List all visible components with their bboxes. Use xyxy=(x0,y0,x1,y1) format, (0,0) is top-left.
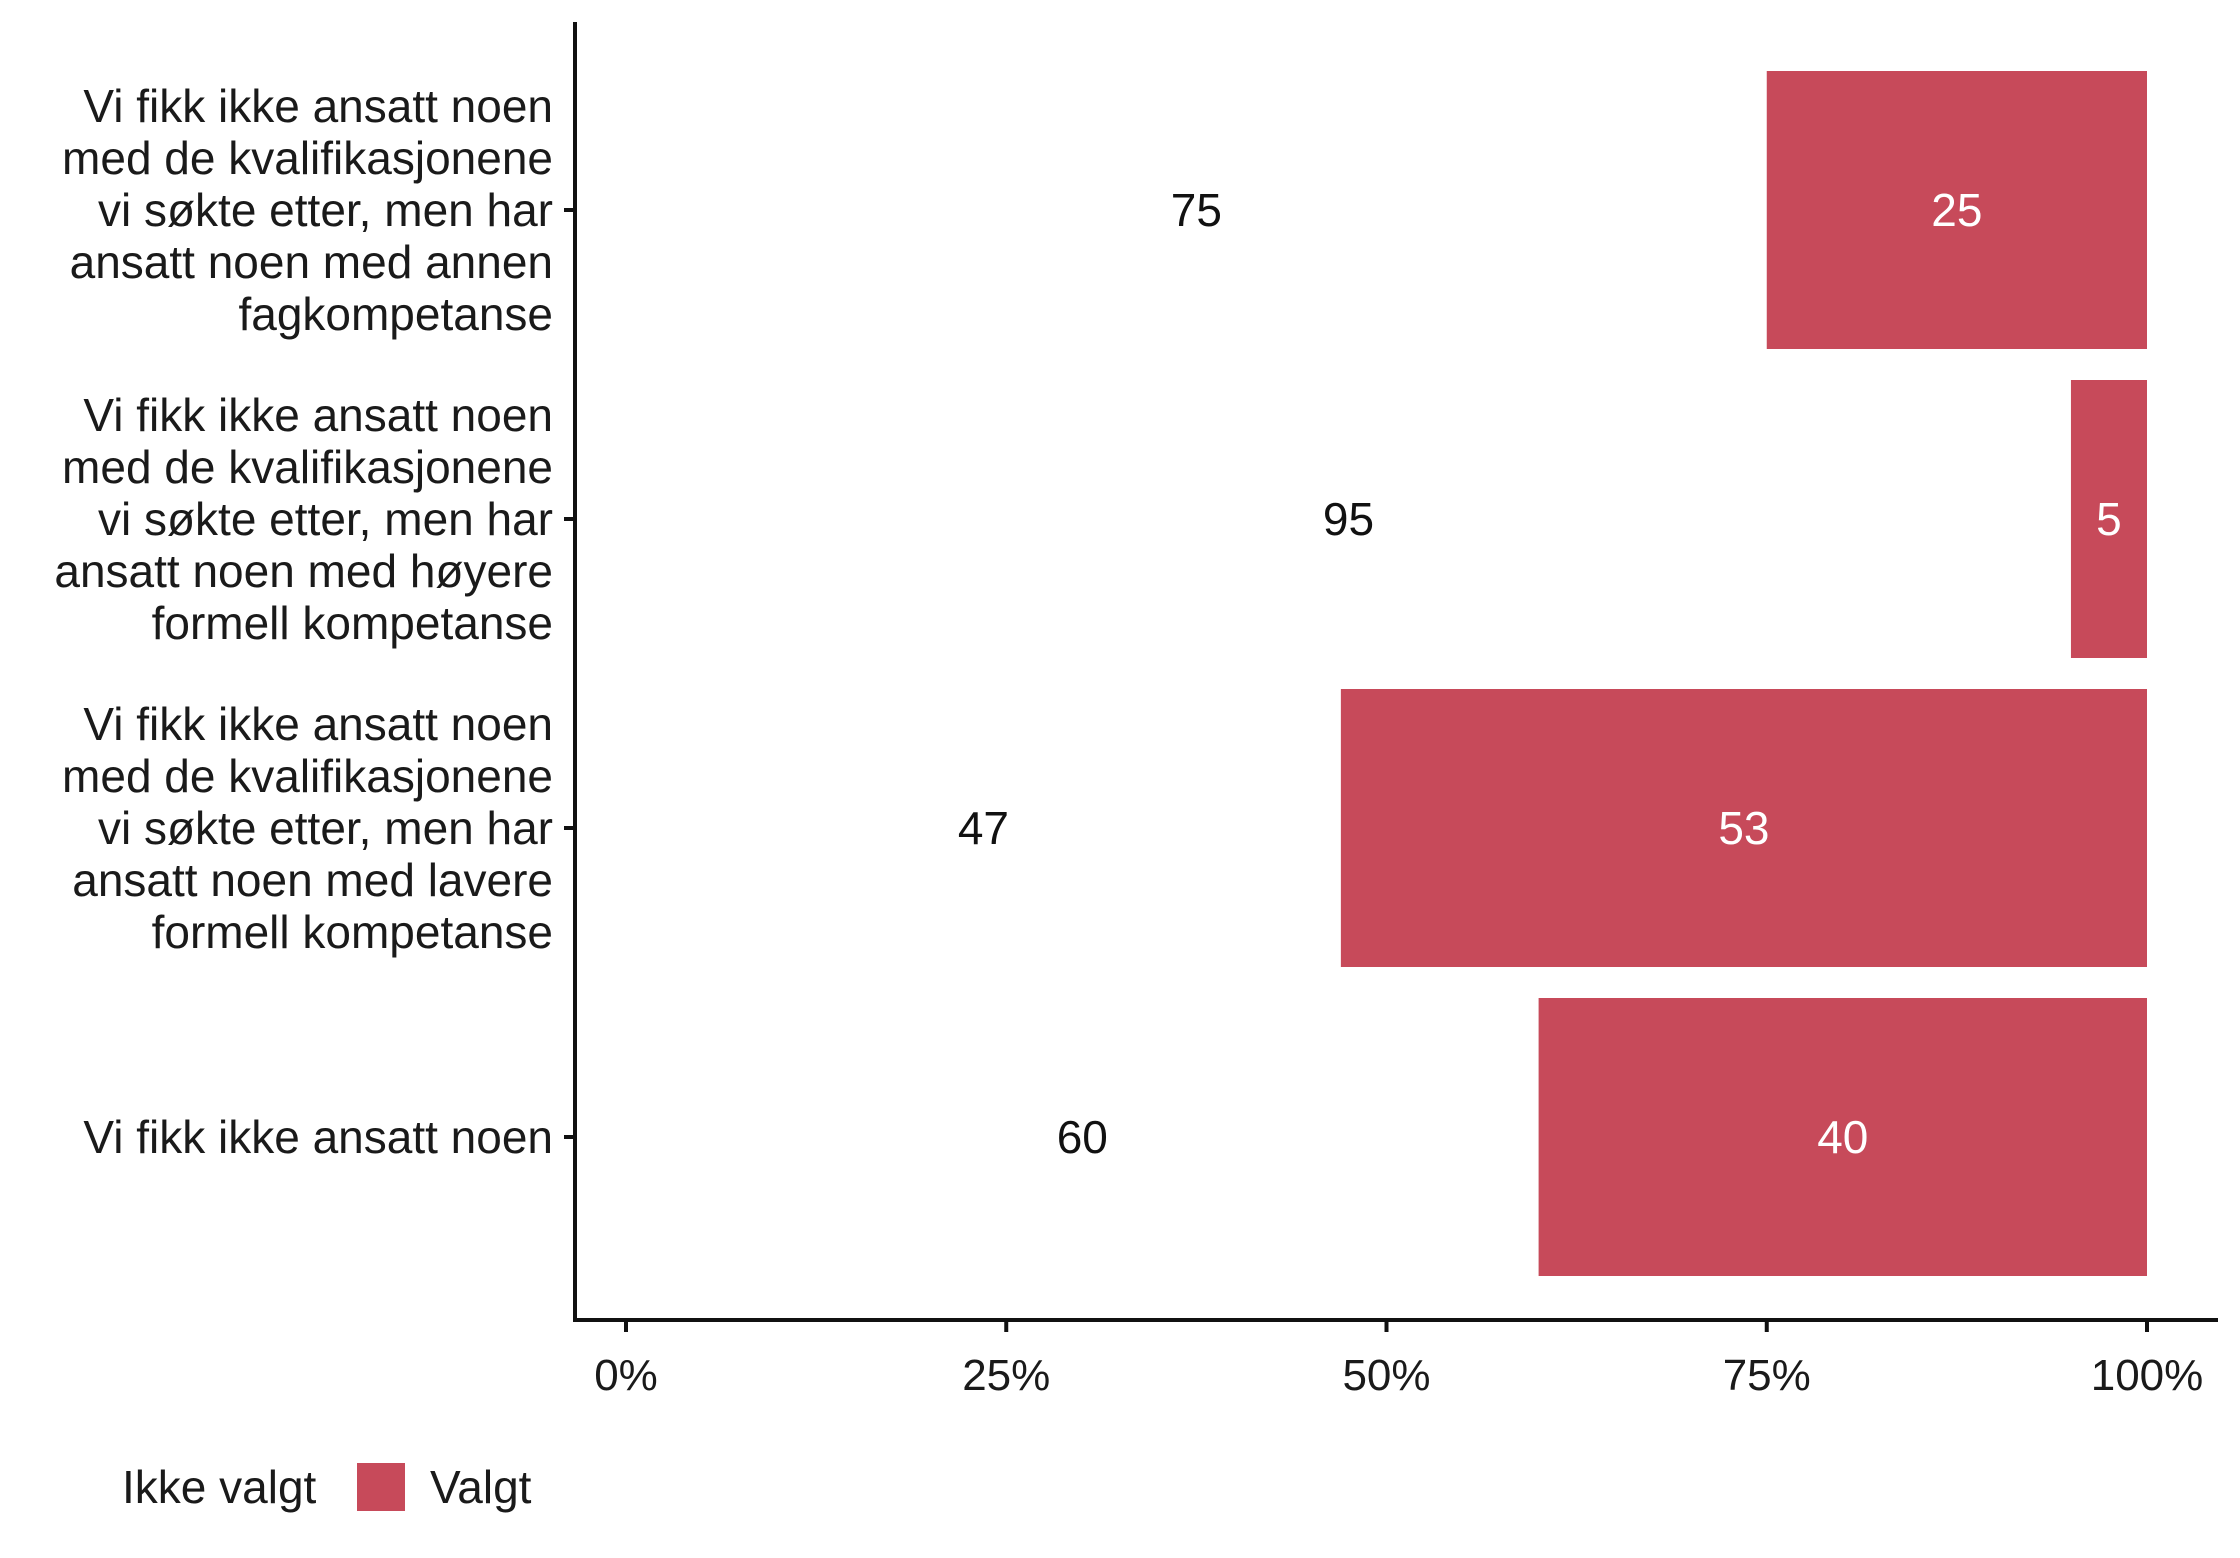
x-tick-label: 0% xyxy=(594,1351,658,1400)
bar-valgt-1 xyxy=(1766,71,2147,349)
category-label: ansatt noen med høyere xyxy=(54,545,553,597)
data-label: 25 xyxy=(1931,184,1982,236)
legend-label-valgt: Valgt xyxy=(430,1461,532,1513)
category-label: formell kompetanse xyxy=(152,906,553,958)
bar-valgt-4 xyxy=(1538,998,2147,1276)
data-label: 53 xyxy=(1718,802,1769,854)
data-label: 47 xyxy=(958,802,1009,854)
category-label: med de kvalifikasjonene xyxy=(62,132,553,184)
category-label: med de kvalifikasjonene xyxy=(62,750,553,802)
data-label: 75 xyxy=(1171,184,1222,236)
data-label: 60 xyxy=(1057,1111,1108,1163)
legend: Ikke valgt Valgt xyxy=(122,1461,532,1513)
category-label: Vi fikk ikke ansatt noen xyxy=(83,698,553,750)
category-label: vi søkte etter, men har xyxy=(98,493,553,545)
legend-swatch-valgt xyxy=(357,1463,405,1511)
bar-ikke-valgt-1 xyxy=(626,71,1767,349)
category-label: Vi fikk ikke ansatt noen xyxy=(83,389,553,441)
legend-label-ikke-valgt: Ikke valgt xyxy=(122,1461,317,1513)
category-label: ansatt noen med annen xyxy=(70,236,553,288)
x-tick-label: 25% xyxy=(962,1351,1050,1400)
bar-valgt-3 xyxy=(1340,689,2147,967)
x-tick-label: 75% xyxy=(1723,1351,1811,1400)
bar-layer xyxy=(626,71,2147,1276)
category-label: Vi fikk ikke ansatt noen xyxy=(83,80,553,132)
x-axis: 0% 25% 50% 75% 100% xyxy=(573,1318,2218,1400)
category-label: vi søkte etter, men har xyxy=(98,184,553,236)
category-label: med de kvalifikasjonene xyxy=(62,441,553,493)
category-label: ansatt noen med lavere xyxy=(72,854,553,906)
data-label: 5 xyxy=(2096,493,2122,545)
bar-ikke-valgt-2 xyxy=(626,380,2071,658)
data-label: 40 xyxy=(1817,1111,1868,1163)
bar-ikke-valgt-3 xyxy=(626,689,1341,967)
bar-ikke-valgt-4 xyxy=(626,998,1539,1276)
category-label: formell kompetanse xyxy=(152,597,553,649)
value-label-layer: 75 25 95 5 47 53 60 40 xyxy=(958,184,2122,1163)
x-tick-label: 50% xyxy=(1342,1351,1430,1400)
x-tick-label: 100% xyxy=(2091,1351,2204,1400)
bar-valgt-2 xyxy=(2070,380,2147,658)
category-label: Vi fikk ikke ansatt noen xyxy=(83,1111,553,1163)
data-label: 95 xyxy=(1323,493,1374,545)
category-label: fagkompetanse xyxy=(238,288,553,340)
category-label: vi søkte etter, men har xyxy=(98,802,553,854)
